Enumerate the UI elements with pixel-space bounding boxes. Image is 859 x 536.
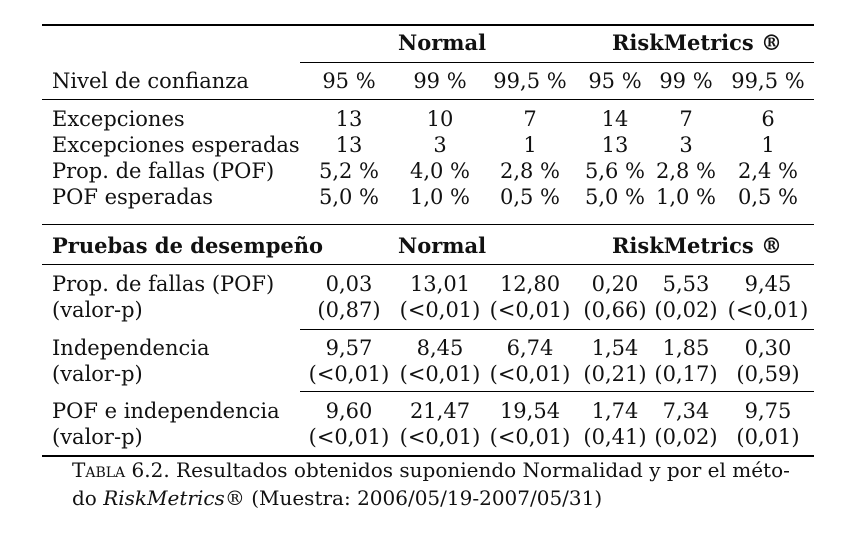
- test-stat: 0,30: [744, 336, 792, 360]
- bottom-rule: [42, 455, 814, 457]
- p-value: (0,02): [654, 425, 718, 449]
- caption-text: Resultados obtenidos suponiendo Normalid…: [176, 458, 790, 482]
- table-cell: 3: [679, 133, 693, 157]
- section-title-tests: Pruebas de desempeño: [52, 233, 324, 258]
- table-cell: 13: [335, 107, 363, 131]
- row-label: Excepciones: [52, 107, 185, 131]
- table-cell: 2,8 %: [499, 159, 561, 183]
- p-value: (0,66): [583, 298, 647, 322]
- p-value: (<0,01): [489, 425, 571, 449]
- table-cell: 0,5 %: [737, 185, 799, 209]
- test-stat: 13,01: [409, 272, 471, 296]
- group-header-normal: Normal: [398, 30, 487, 55]
- test-label: Independencia: [52, 336, 210, 360]
- test-stat: 6,74: [506, 336, 554, 360]
- test-stat: 12,80: [499, 272, 561, 296]
- test-stat: 9,60: [325, 399, 373, 423]
- level-cell: 99,5 %: [493, 69, 567, 93]
- test-stat: 0,03: [325, 272, 373, 296]
- group-header-riskmetrics: RiskMetrics ®: [611, 30, 783, 55]
- test-stat: 0,20: [591, 272, 639, 296]
- test-stat: 21,47: [409, 399, 471, 423]
- level-cell: 95 %: [322, 69, 376, 93]
- p-value: (<0,01): [399, 425, 481, 449]
- row-label-confidence: Nivel de confianza: [52, 69, 249, 93]
- group-header-normal: Normal: [398, 233, 487, 258]
- table-cell: 5,6 %: [584, 159, 646, 183]
- p-value: (<0,01): [399, 298, 481, 322]
- caption-sample: (Muestra: 2006/05/19-2007/05/31): [251, 486, 603, 510]
- table-cell: 7: [679, 107, 693, 131]
- test-stat: 1,85: [662, 336, 710, 360]
- test-stat: 9,57: [325, 336, 373, 360]
- test-label: POF e independencia: [52, 399, 280, 423]
- row-label: Prop. de fallas (POF): [52, 159, 275, 183]
- group-header-riskmetrics: RiskMetrics ®: [611, 233, 783, 258]
- level-cell: 99 %: [659, 69, 713, 93]
- p-value: (<0,01): [308, 362, 390, 386]
- table-cell: 13: [335, 133, 363, 157]
- table-cell: 5,2 %: [318, 159, 380, 183]
- header-rule: [300, 62, 814, 63]
- level-cell: 99,5 %: [731, 69, 805, 93]
- test-stat: 9,45: [744, 272, 792, 296]
- test-sublabel: (valor-p): [52, 362, 143, 386]
- table-cell: 5,0 %: [584, 185, 646, 209]
- p-value: (0,01): [736, 425, 800, 449]
- p-value: (<0,01): [489, 298, 571, 322]
- tests-header-rule: [42, 264, 814, 265]
- test-stat: 5,53: [662, 272, 710, 296]
- p-value: (<0,01): [308, 425, 390, 449]
- test-stat: 1,54: [591, 336, 639, 360]
- test-label: Prop. de fallas (POF): [52, 272, 275, 296]
- caption-number: 6.2.: [131, 458, 170, 482]
- table-cell: 1,0 %: [409, 185, 471, 209]
- test-stat: 1,74: [591, 399, 639, 423]
- top-rule: [42, 24, 814, 26]
- table-cell: 5,0 %: [318, 185, 380, 209]
- p-value: (0,59): [736, 362, 800, 386]
- counts-bottom-rule: [42, 224, 814, 225]
- caption-label: Tabla: [72, 458, 126, 482]
- p-value: (<0,01): [399, 362, 481, 386]
- p-value: (0,02): [654, 298, 718, 322]
- test-stat: 9,75: [744, 399, 792, 423]
- test-stat: 19,54: [499, 399, 561, 423]
- p-value: (0,41): [583, 425, 647, 449]
- table-cell: 14: [601, 107, 629, 131]
- p-value: (0,21): [583, 362, 647, 386]
- block1-rule: [300, 329, 814, 330]
- level-cell: 99 %: [413, 69, 467, 93]
- level-rule: [42, 99, 814, 100]
- table-caption: Tabla 6.2. Resultados obtenidos suponien…: [72, 456, 812, 512]
- table-cell: 7: [523, 107, 537, 131]
- caption-text: do: [72, 486, 97, 510]
- block2-rule: [300, 391, 814, 392]
- caption-method: RiskMetrics®: [103, 486, 245, 510]
- table-cell: 1: [523, 133, 537, 157]
- p-value: (<0,01): [727, 298, 809, 322]
- table-cell: 3: [433, 133, 447, 157]
- p-value: (<0,01): [489, 362, 571, 386]
- table-cell: 6: [761, 107, 775, 131]
- table-cell: 1,0 %: [655, 185, 717, 209]
- row-label: Excepciones esperadas: [52, 133, 300, 157]
- test-stat: 8,45: [416, 336, 464, 360]
- table-cell: 2,8 %: [655, 159, 717, 183]
- table-cell: 2,4 %: [737, 159, 799, 183]
- test-sublabel: (valor-p): [52, 298, 143, 322]
- test-sublabel: (valor-p): [52, 425, 143, 449]
- p-value: (0,87): [317, 298, 381, 322]
- table-cell: 1: [761, 133, 775, 157]
- row-label: POF esperadas: [52, 185, 213, 209]
- table-cell: 10: [426, 107, 454, 131]
- level-cell: 95 %: [588, 69, 642, 93]
- test-stat: 7,34: [662, 399, 710, 423]
- table-cell: 0,5 %: [499, 185, 561, 209]
- table-cell: 4,0 %: [409, 159, 471, 183]
- p-value: (0,17): [654, 362, 718, 386]
- table-cell: 13: [601, 133, 629, 157]
